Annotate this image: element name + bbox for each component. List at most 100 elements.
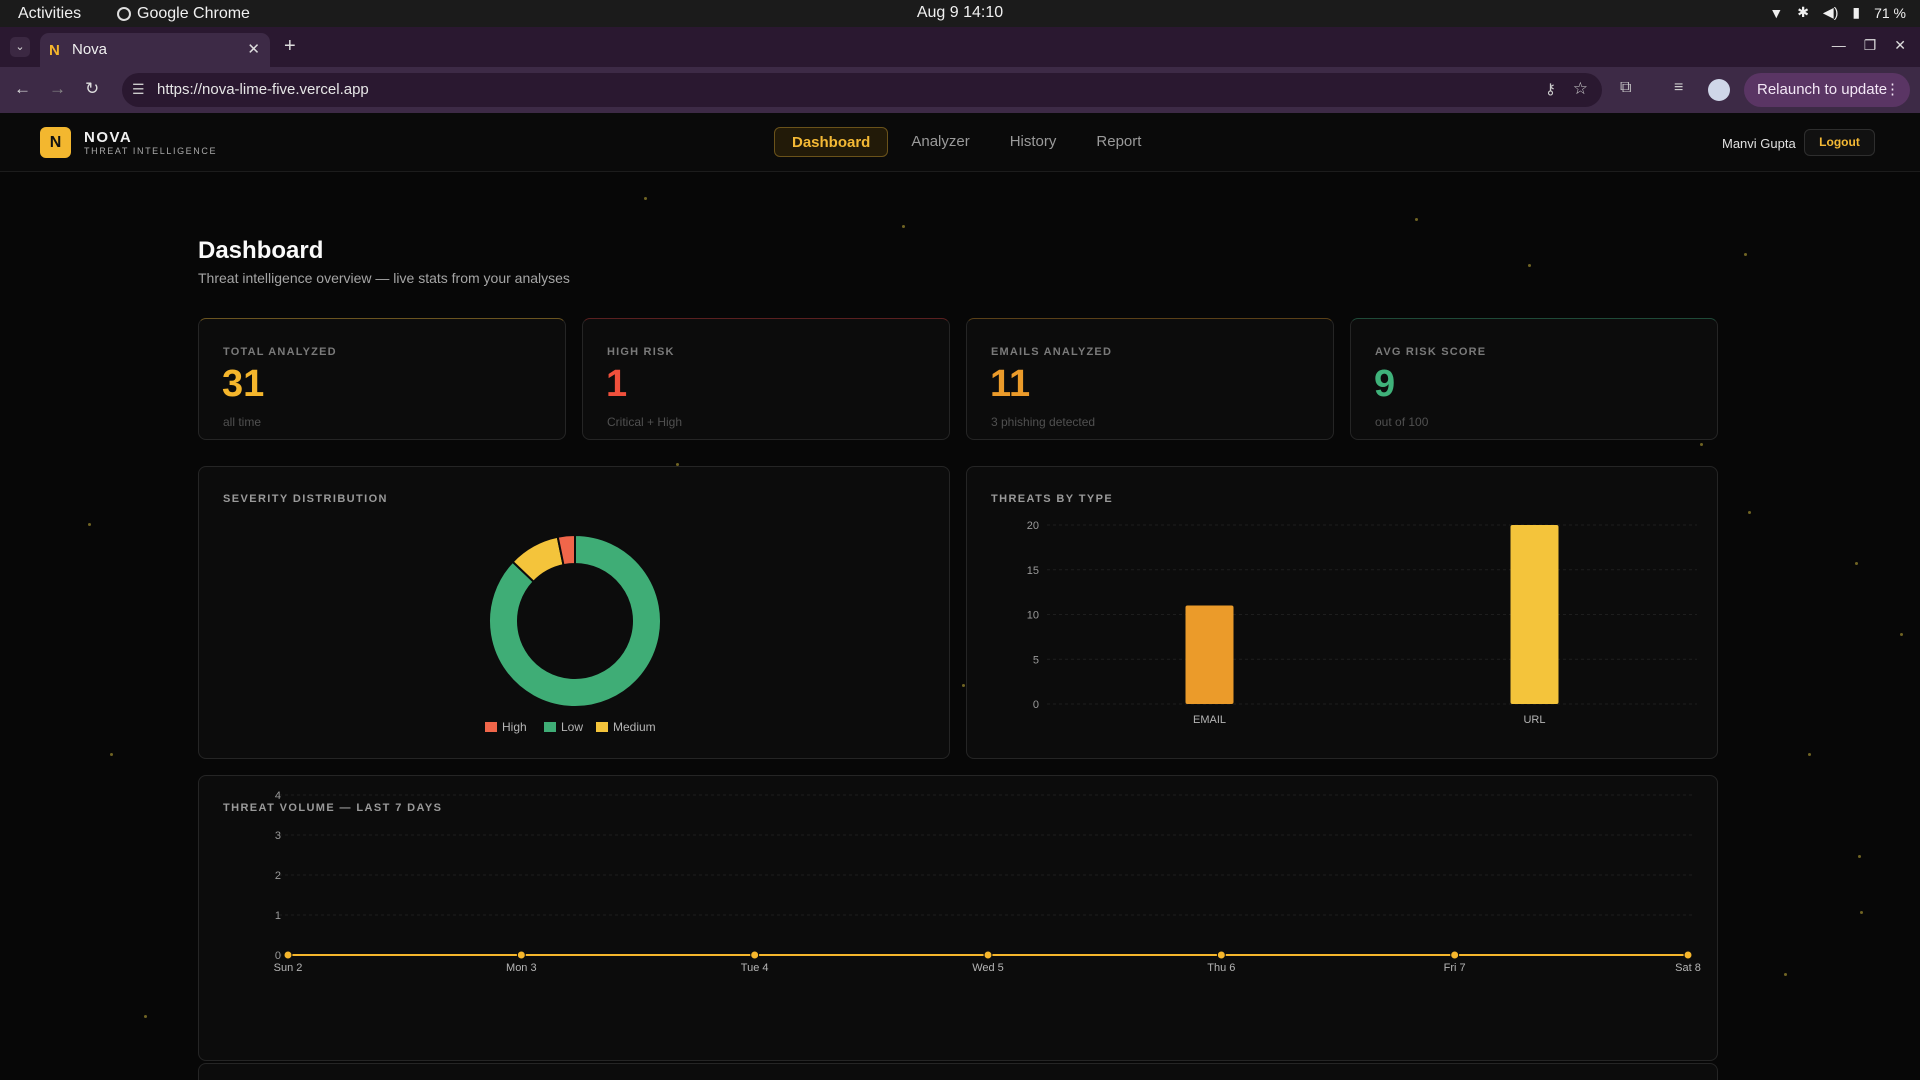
- volume-card: THREAT VOLUME — LAST 7 DAYS 0 1 2 3 4 Sun 2 Mo…: [198, 775, 1718, 1061]
- profile-avatar[interactable]: [1708, 79, 1730, 101]
- window-close-icon[interactable]: ✕: [1894, 37, 1906, 53]
- activities-button[interactable]: Activities: [18, 5, 82, 22]
- restore-icon[interactable]: ❐: [1863, 37, 1877, 53]
- window-controls: — ❐ ✕: [1832, 37, 1906, 54]
- data-point: [516, 950, 526, 960]
- relaunch-button[interactable]: Relaunch to update ⋮: [1744, 73, 1910, 107]
- tab-title: Nova: [72, 41, 108, 58]
- stat-card-high-risk: HIGH RISK 1 Critical + High: [582, 318, 950, 440]
- back-icon[interactable]: ←: [14, 79, 31, 98]
- relaunch-label: Relaunch to update: [1757, 81, 1888, 98]
- os-top-bar: Activities Google Chrome Aug 9 14:10 ▼ ✱…: [0, 0, 1920, 27]
- severity-card: SEVERITY DISTRIBUTION High Low Medium: [198, 466, 950, 759]
- tab-list-button[interactable]: ⌄: [10, 37, 30, 57]
- stat-card-total: TOTAL ANALYZED 31 all time: [198, 318, 566, 440]
- legend-label-medium: Medium: [613, 720, 656, 734]
- address-bar[interactable]: ☰ https://nova-lime-five.vercel.app ⚷ ☆: [122, 73, 1602, 107]
- y-tick-label: 0: [275, 950, 281, 962]
- legend-label-low: Low: [561, 720, 583, 734]
- x-tick-label: URL: [1523, 714, 1545, 726]
- stat-card-avg-risk: AVG RISK SCORE 9 out of 100: [1350, 318, 1718, 440]
- donut-slice-high: [556, 533, 576, 567]
- password-key-icon[interactable]: ⚷: [1545, 81, 1556, 98]
- stat-value: 31: [222, 363, 265, 405]
- nova-favicon-icon: N: [49, 42, 60, 59]
- data-point: [1450, 950, 1460, 960]
- x-tick-label: Mon 3: [506, 962, 537, 974]
- stat-card-emails: EMAILS ANALYZED 11 3 phishing detected: [966, 318, 1334, 440]
- page: N NOVA THREAT INTELLIGENCE Dashboard Ana…: [0, 113, 1920, 1080]
- data-point: [983, 950, 993, 960]
- tab-strip: ⌄ N Nova ✕ + — ❐ ✕: [0, 27, 1920, 67]
- types-title: THREATS BY TYPE: [991, 493, 1114, 505]
- y-tick-label: 20: [1027, 520, 1039, 532]
- y-tick-label: 4: [275, 790, 281, 802]
- legend-swatch-low: [544, 722, 556, 732]
- severity-title: SEVERITY DISTRIBUTION: [223, 493, 388, 505]
- next-card: [198, 1063, 1718, 1080]
- brand-tagline: THREAT INTELLIGENCE: [84, 146, 218, 156]
- media-controls-icon[interactable]: ≡: [1674, 79, 1684, 96]
- y-tick-label: 0: [1033, 699, 1039, 711]
- volume-line-chart: 0 1 2 3 4 Sun 2 Mon 3 Tue 4 Wed 5 Thu 6 Fri 7 Sat 8: [274, 790, 1701, 974]
- stat-note: out of 100: [1375, 415, 1429, 429]
- stat-label: AVG RISK SCORE: [1375, 346, 1487, 358]
- donut-slice-low: [488, 533, 662, 708]
- page-title: Dashboard: [198, 237, 324, 264]
- logout-button[interactable]: Logout: [1804, 129, 1875, 156]
- wifi-icon: ▼: [1769, 4, 1784, 21]
- clock[interactable]: Aug 9 14:10: [916, 4, 1004, 21]
- stat-note: 3 phishing detected: [991, 415, 1096, 429]
- volume-icon: ◀): [1822, 4, 1839, 20]
- legend-swatch-high: [485, 722, 497, 732]
- stat-label: EMAILS ANALYZED: [991, 346, 1113, 358]
- user-name: Manvi Gupta: [1722, 136, 1796, 151]
- legend-label-high: High: [502, 720, 527, 734]
- site-settings-icon[interactable]: ☰: [132, 81, 145, 97]
- data-point: [750, 950, 760, 960]
- bar-email: [1185, 605, 1234, 704]
- volume-title: THREAT VOLUME — LAST 7 DAYS: [223, 802, 443, 814]
- chrome-icon: [117, 7, 131, 21]
- nav-analyzer[interactable]: Analyzer: [911, 133, 970, 150]
- app-name: Google Chrome: [137, 5, 250, 22]
- x-tick-label: Thu 6: [1207, 962, 1235, 974]
- y-tick-label: 5: [1033, 654, 1039, 666]
- menu-dots-icon: ⋮: [1885, 81, 1900, 98]
- app-navbar: N NOVA THREAT INTELLIGENCE Dashboard Ana…: [0, 113, 1920, 172]
- stat-value: 9: [1374, 363, 1396, 405]
- extensions-icon[interactable]: ⧉: [1620, 79, 1632, 96]
- bookmark-star-icon[interactable]: ☆: [1572, 79, 1588, 98]
- y-tick-label: 2: [275, 870, 281, 882]
- battery-icon: ▮: [1852, 4, 1861, 20]
- y-tick-label: 1: [275, 910, 281, 922]
- nav-dashboard[interactable]: Dashboard: [774, 127, 889, 157]
- tab-nova[interactable]: N Nova ✕: [40, 33, 270, 67]
- nav-report[interactable]: Report: [1096, 133, 1142, 150]
- minimize-icon[interactable]: —: [1831, 37, 1846, 53]
- battery-percent: 71 %: [1874, 4, 1906, 21]
- forward-icon[interactable]: →: [49, 79, 66, 98]
- new-tab-icon[interactable]: +: [284, 35, 296, 57]
- nova-logo[interactable]: N: [40, 127, 71, 158]
- legend-swatch-medium: [596, 722, 608, 732]
- app-menu[interactable]: Google Chrome: [117, 5, 250, 23]
- stat-label: TOTAL ANALYZED: [223, 346, 337, 358]
- tab-close-icon[interactable]: ✕: [247, 41, 260, 58]
- data-point: [283, 950, 293, 960]
- nav-history[interactable]: History: [1009, 133, 1057, 150]
- page-subtitle: Threat intelligence overview — live stat…: [198, 270, 570, 286]
- main-nav: Dashboard Analyzer History Report: [774, 127, 1158, 157]
- system-tray[interactable]: ▼ ✱ ◀) ▮ 71 %: [1769, 4, 1906, 21]
- severity-donut-chart: High Low Medium: [485, 533, 662, 734]
- x-tick-label: EMAIL: [1193, 714, 1226, 726]
- x-tick-label: Sun 2: [274, 962, 303, 974]
- x-tick-label: Wed 5: [972, 962, 1004, 974]
- y-tick-label: 15: [1027, 565, 1039, 577]
- reload-icon[interactable]: ↻: [85, 79, 100, 98]
- url-text[interactable]: https://nova-lime-five.vercel.app: [157, 81, 369, 98]
- x-tick-label: Tue 4: [741, 962, 769, 974]
- data-point: [1683, 950, 1693, 960]
- browser-toolbar: ← → ↻ ☰ https://nova-lime-five.vercel.ap…: [0, 67, 1920, 113]
- x-tick-label: Sat 8: [1675, 962, 1701, 974]
